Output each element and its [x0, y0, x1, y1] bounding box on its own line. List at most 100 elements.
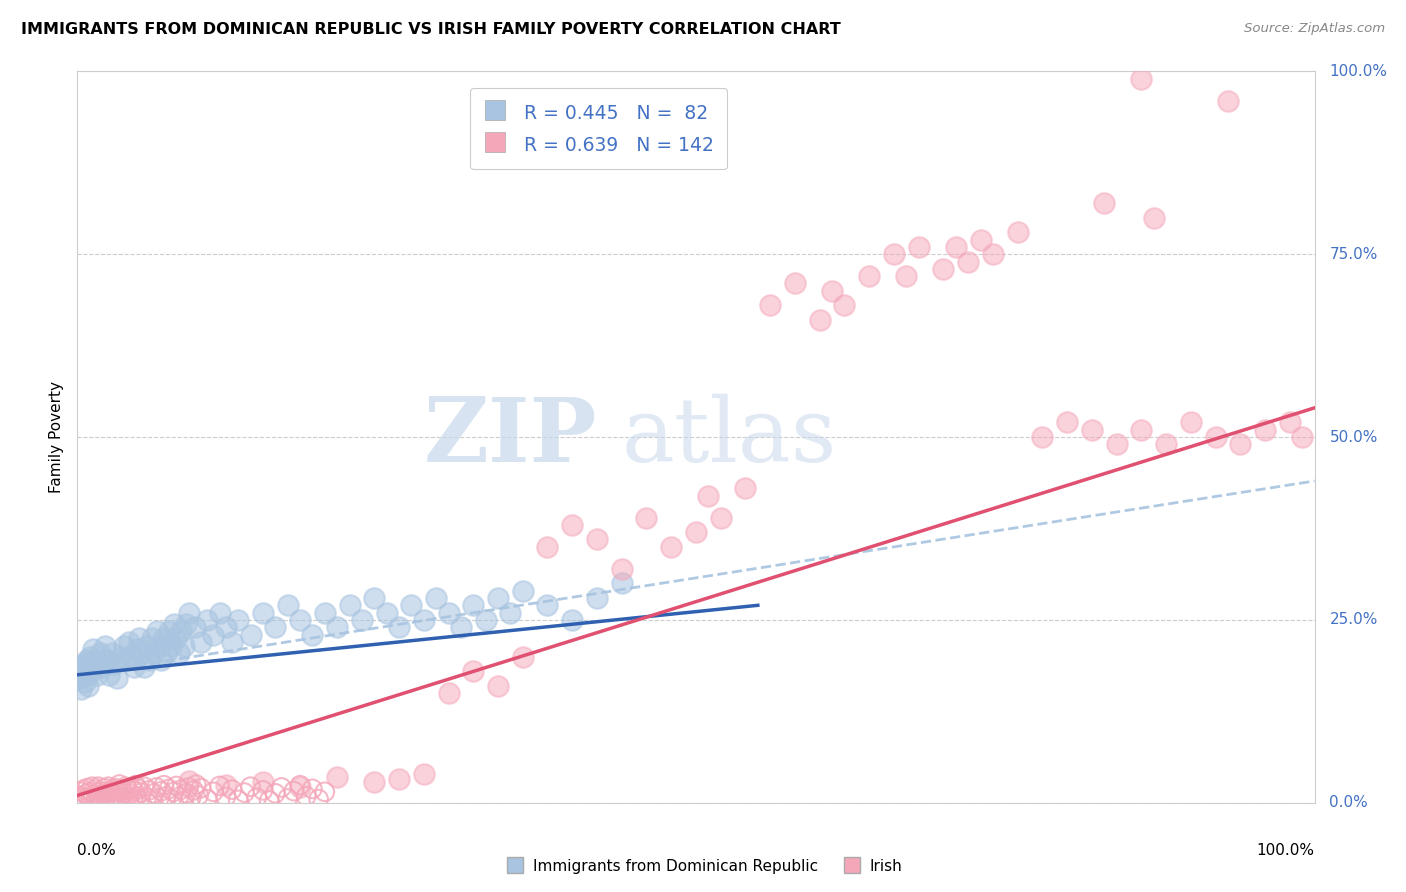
Point: [610, 562, 633, 576]
Legend: Immigrants from Dominican Republic, Irish: Immigrants from Dominican Republic, Iris…: [498, 853, 908, 880]
Point: [122, 660, 145, 674]
Point: [561, 613, 583, 627]
Point: [82, 642, 104, 657]
Point: [110, 789, 132, 804]
Point: [1291, 430, 1313, 444]
Point: [118, 635, 141, 649]
Point: [103, 782, 125, 797]
Point: [264, 620, 287, 634]
Point: [157, 624, 180, 638]
Point: [101, 793, 124, 807]
Point: [945, 240, 967, 254]
Point: [215, 789, 238, 804]
Point: [821, 284, 844, 298]
Point: [208, 779, 231, 793]
Point: [474, 613, 496, 627]
Point: [75, 667, 97, 681]
Point: [153, 778, 176, 792]
Point: [143, 646, 166, 660]
Point: [73, 675, 96, 690]
Point: [858, 269, 880, 284]
Point: [177, 780, 200, 795]
Point: [134, 780, 156, 794]
Text: atlas: atlas: [621, 393, 837, 481]
Point: [173, 794, 195, 808]
Point: [165, 779, 187, 793]
Point: [1130, 71, 1153, 86]
Point: [108, 778, 131, 792]
Point: [70, 785, 93, 799]
Point: [112, 639, 135, 653]
Point: [138, 653, 160, 667]
Point: [1154, 437, 1177, 451]
Point: [84, 653, 107, 667]
Point: [277, 599, 299, 613]
Point: [202, 785, 225, 799]
Point: [80, 792, 103, 806]
Point: [277, 791, 299, 805]
Legend:   R = 0.445   N =  82,   R = 0.639   N = 142: R = 0.445 N = 82, R = 0.639 N = 142: [470, 88, 727, 169]
Point: [91, 660, 114, 674]
Point: [907, 240, 929, 254]
Point: [252, 783, 274, 797]
Y-axis label: Family Poverty: Family Poverty: [49, 381, 65, 493]
Point: [72, 789, 94, 804]
Point: [326, 770, 349, 784]
Point: [112, 786, 135, 800]
Point: [246, 790, 269, 805]
Point: [425, 591, 447, 605]
Point: [174, 616, 197, 631]
Point: [759, 298, 782, 312]
Point: [264, 786, 287, 800]
Point: [450, 620, 472, 634]
Point: [91, 794, 114, 808]
Point: [401, 599, 423, 613]
Point: [184, 778, 207, 792]
Point: [308, 792, 330, 806]
Point: [412, 766, 434, 780]
Point: [1105, 437, 1128, 451]
Point: [89, 646, 111, 660]
Point: [90, 784, 112, 798]
Point: [288, 613, 311, 627]
Point: [834, 298, 856, 312]
Point: [167, 789, 190, 804]
Point: [252, 775, 274, 789]
Point: [195, 792, 218, 806]
Point: [70, 682, 93, 697]
Point: [536, 540, 558, 554]
Point: [105, 792, 128, 806]
Point: [72, 660, 94, 674]
Point: [221, 635, 243, 649]
Point: [512, 583, 534, 598]
Point: [326, 620, 349, 634]
Point: [314, 785, 336, 799]
Point: [350, 613, 373, 627]
Point: [128, 793, 150, 807]
Point: [195, 613, 218, 627]
Point: [288, 780, 311, 794]
Point: [135, 790, 157, 805]
Point: [72, 782, 94, 797]
Point: [155, 646, 177, 660]
Point: [314, 606, 336, 620]
Point: [89, 789, 111, 804]
Point: [82, 664, 104, 678]
Point: [375, 606, 398, 620]
Point: [536, 599, 558, 613]
Point: [363, 775, 385, 789]
Point: [150, 784, 173, 798]
Point: [486, 679, 509, 693]
Point: [122, 791, 145, 805]
Point: [697, 489, 720, 503]
Point: [215, 778, 238, 792]
Point: [215, 620, 238, 634]
Point: [499, 606, 522, 620]
Point: [783, 277, 806, 291]
Point: [73, 794, 96, 808]
Point: [167, 646, 190, 660]
Point: [252, 606, 274, 620]
Point: [122, 784, 145, 798]
Point: [128, 632, 150, 646]
Point: [239, 627, 262, 641]
